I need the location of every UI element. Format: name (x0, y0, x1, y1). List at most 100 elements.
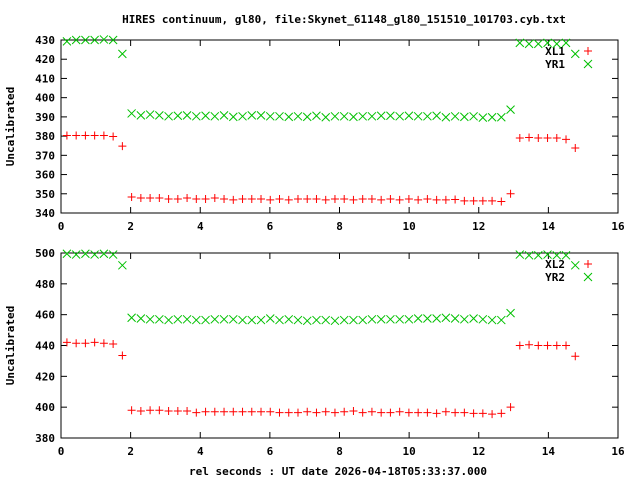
y-tick-label: 400 (35, 401, 55, 414)
data-point-YR2 (154, 314, 164, 324)
y-tick-label: 390 (35, 111, 55, 124)
data-point-XL2 (552, 341, 561, 350)
data-point-YR1 (247, 110, 257, 120)
data-point-XL1 (497, 197, 506, 206)
data-point-YR2 (173, 314, 183, 324)
series-YR1 (62, 35, 580, 123)
data-point-XL1 (404, 194, 413, 203)
data-point-YR2 (62, 249, 72, 259)
data-point-YR2 (487, 315, 497, 325)
data-point-XL2 (201, 407, 210, 416)
data-point-YR2 (108, 250, 118, 259)
data-point-XL2 (293, 408, 302, 417)
data-point-XL2 (275, 408, 284, 417)
data-point-XL2 (358, 408, 367, 417)
data-point-XL1 (90, 131, 99, 140)
data-point-XL2 (183, 407, 192, 416)
data-point-YR2 (312, 315, 321, 325)
data-point-XL2 (423, 408, 432, 417)
data-point-YR2 (395, 314, 405, 324)
data-point-XL2 (321, 407, 330, 416)
legend-label-YR2: YR2 (545, 271, 565, 284)
data-point-YR2 (275, 315, 284, 325)
data-point-XL1 (293, 194, 302, 203)
data-point-YR2 (293, 315, 303, 325)
x-tick-label: 2 (127, 445, 134, 458)
data-point-YR2 (284, 314, 294, 324)
data-point-YR2 (164, 315, 173, 325)
x-tick-label: 14 (542, 445, 556, 458)
x-tick-label: 12 (472, 445, 485, 458)
data-point-YR2 (450, 314, 460, 323)
data-point-XL1 (164, 194, 173, 203)
data-point-XL1 (386, 194, 395, 203)
data-point-YR1 (219, 110, 229, 120)
data-point-YR1 (441, 112, 451, 122)
data-point-YR1 (99, 35, 109, 44)
x-tick-label: 4 (197, 445, 204, 458)
data-point-XL1 (367, 194, 376, 203)
data-point-YR2 (376, 314, 386, 324)
data-point-XL2 (386, 408, 395, 417)
data-point-YR2 (386, 314, 395, 324)
data-point-YR1 (469, 111, 478, 121)
data-point-XL1 (81, 131, 90, 140)
data-point-XL2 (330, 408, 339, 417)
x-tick-label: 2 (127, 220, 134, 233)
data-point-XL1 (469, 196, 478, 205)
data-point-XL2 (136, 407, 145, 416)
data-point-YR2 (423, 314, 432, 323)
data-point-YR1 (423, 111, 432, 121)
data-point-YR2 (127, 313, 136, 323)
data-point-YR1 (506, 105, 515, 114)
data-point-YR2 (349, 315, 358, 325)
data-point-XL1 (312, 194, 321, 203)
data-point-YR1 (570, 49, 580, 59)
x-tick-label: 0 (58, 220, 65, 233)
data-point-YR2 (219, 314, 229, 324)
data-point-YR1 (71, 35, 81, 45)
data-point-XL1 (109, 132, 118, 141)
data-point-YR1 (487, 112, 497, 122)
data-point-YR1 (228, 112, 238, 122)
data-point-XL1 (238, 194, 247, 203)
data-point-YR2 (265, 314, 275, 323)
data-point-XL1 (321, 195, 330, 204)
y-tick-label: 350 (35, 188, 55, 201)
data-point-XL1 (266, 195, 275, 204)
data-point-YR1 (108, 35, 118, 45)
data-point-YR1 (238, 111, 247, 121)
data-point-XL2 (367, 407, 376, 416)
x-tick-label: 6 (267, 445, 274, 458)
data-point-XL2 (377, 408, 386, 417)
x-tick-label: 6 (267, 220, 274, 233)
data-point-YR2 (404, 314, 414, 324)
data-point-XL2 (349, 407, 358, 416)
data-point-XL1 (173, 194, 182, 203)
legend-label-XL1: XL1 (545, 45, 565, 58)
data-point-YR1 (90, 35, 99, 45)
data-point-XL1 (395, 195, 404, 204)
series-YR2 (62, 249, 580, 326)
data-point-YR2 (330, 316, 340, 326)
legend-marker-XL1 (584, 47, 592, 55)
data-point-XL2 (81, 339, 90, 348)
data-point-YR1 (395, 111, 405, 121)
y-tick-label: 420 (35, 53, 55, 66)
data-point-YR2 (145, 314, 155, 324)
plots: 0 2 4 6 8 10 12 14 16340350360370380390400410420… (4, 34, 625, 458)
legend-marker-YR1 (583, 59, 593, 69)
data-point-XL1 (441, 195, 450, 204)
data-point-YR2 (118, 260, 127, 270)
data-point-XL1 (451, 195, 460, 204)
data-point-XL1 (562, 135, 571, 144)
plot-frame (60, 39, 619, 214)
data-point-XL2 (257, 407, 266, 416)
data-point-XL2 (284, 408, 293, 417)
data-point-XL1 (220, 194, 229, 203)
data-point-YR1 (376, 111, 386, 121)
data-point-YR1 (154, 110, 164, 120)
data-point-YR2 (432, 314, 441, 323)
data-point-XL2 (488, 410, 497, 419)
y-tick-label: 410 (35, 72, 55, 85)
